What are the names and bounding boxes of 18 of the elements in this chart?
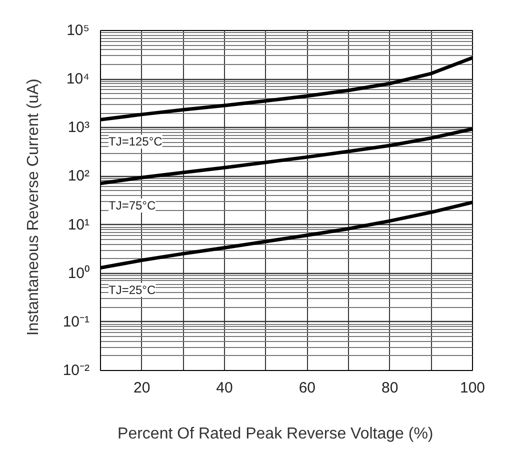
y-tick-label: 10⁴ <box>66 70 90 88</box>
y-tick-label: 10⁻¹ <box>62 313 90 330</box>
x-tick-label: 40 <box>216 380 233 396</box>
annotation: TJ=75°C <box>108 198 156 212</box>
annotation: TJ=125°C <box>108 134 163 149</box>
x-axis-title: Percent Of Rated Peak Reverse Voltage (%) <box>118 426 434 442</box>
x-tick-label: 80 <box>381 380 398 396</box>
x-tick-label: 20 <box>133 380 150 396</box>
x-tick-label: 100 <box>460 380 486 396</box>
y-tick-label: 10⁰ <box>68 264 90 282</box>
x-tick-label: 60 <box>298 380 316 396</box>
y-tick-label: 10⁻² <box>62 362 90 379</box>
y-tick-label: 10³ <box>68 119 90 136</box>
y-axis-title: Instantaneous Reverse Current (uA) <box>24 78 42 336</box>
annotation: TJ=25°C <box>108 282 156 297</box>
y-tick-label: 10¹ <box>68 216 90 234</box>
y-tick-label: 10² <box>68 168 90 185</box>
y-tick-label: 10⁵ <box>66 22 90 39</box>
